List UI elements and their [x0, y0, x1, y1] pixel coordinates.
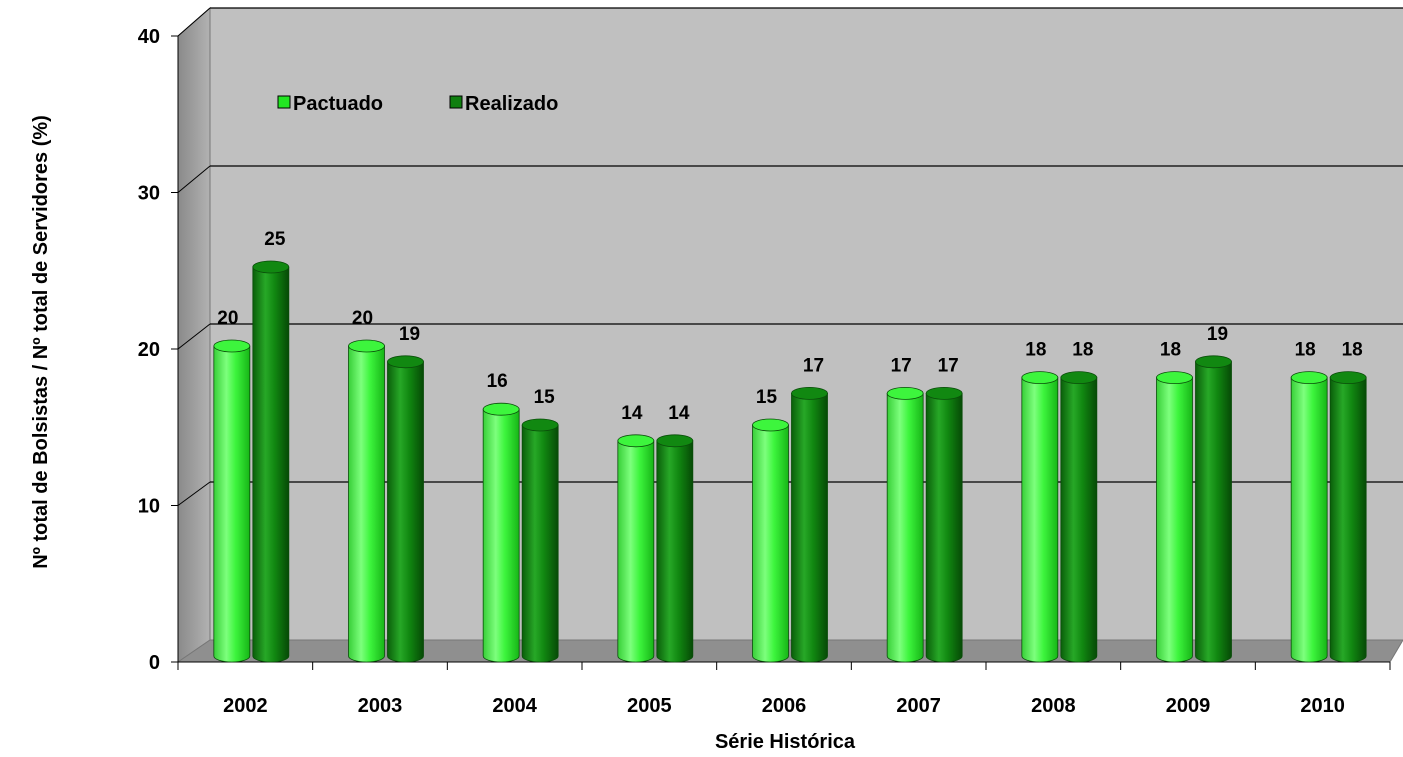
x-axis-title: Série Histórica	[715, 731, 856, 753]
data-label-realizado-2002: 25	[264, 229, 286, 250]
gridline-depth	[177, 7, 211, 37]
data-label-realizado-2003: 19	[399, 324, 420, 345]
x-tick-label: 2004	[492, 695, 537, 717]
x-tick-label: 2003	[358, 695, 403, 717]
data-label-pactuado-2008: 18	[1025, 340, 1046, 361]
bar-pactuado-2010	[1290, 371, 1328, 663]
data-label-realizado-2006: 17	[803, 355, 824, 376]
x-tick-label: 2002	[223, 695, 268, 717]
bar-realizado-2009	[1195, 355, 1232, 663]
x-tick-label: 2005	[627, 695, 672, 717]
bar-realizado-2010	[1329, 371, 1367, 663]
bar-pactuado-2006	[752, 418, 789, 663]
data-label-pactuado-2003: 20	[352, 308, 373, 329]
y-tick-label: 30	[138, 183, 160, 205]
x-tick-label: 2010	[1300, 695, 1345, 717]
data-label-pactuado-2007: 17	[891, 355, 912, 376]
data-label-pactuado-2005: 14	[621, 403, 643, 424]
bar-pactuado-2008	[1021, 371, 1059, 663]
legend-swatch-realizado	[449, 95, 463, 109]
x-tick-label: 2008	[1031, 695, 1076, 717]
bar-realizado-2004	[521, 418, 559, 663]
gridline-depth	[177, 481, 211, 506]
x-tick-label: 2006	[762, 695, 807, 717]
bar-pactuado-2007	[886, 386, 924, 663]
bar-realizado-2008	[1060, 371, 1098, 663]
bars	[213, 260, 1367, 663]
data-label-pactuado-2009: 18	[1160, 340, 1181, 361]
gridline-depth	[177, 323, 211, 350]
bar-realizado-2002	[252, 260, 290, 663]
gridline-depth	[177, 165, 211, 193]
legend-label-realizado: Realizado	[465, 93, 558, 115]
axes: 0 10 20 30 40 2002 2003 2004 2005 2006 2007 2008 200…	[138, 26, 1391, 717]
y-tick-label: 10	[138, 496, 160, 518]
data-label-pactuado-2002: 20	[217, 308, 238, 329]
legend-swatch-pactuado	[277, 95, 291, 109]
bar-pactuado-2002	[213, 339, 251, 663]
data-label-realizado-2010: 18	[1342, 340, 1363, 361]
data-labels: 20 25 20 19 16 15 14 14 15 17 17 17 18 18 18 19 18 18	[217, 229, 1362, 424]
bar-realizado-2003	[387, 355, 424, 663]
bar-pactuado-2005	[617, 434, 655, 663]
data-label-realizado-2005: 14	[668, 403, 690, 424]
data-label-pactuado-2006: 15	[756, 387, 778, 408]
data-label-realizado-2007: 17	[938, 355, 959, 376]
bar-pactuado-2003	[348, 339, 385, 663]
bar-realizado-2006	[791, 386, 828, 663]
chart-side-wall	[177, 6, 211, 663]
data-label-pactuado-2004: 16	[487, 371, 508, 392]
legend: Pactuado Realizado	[277, 93, 558, 115]
x-tick-label: 2007	[896, 695, 941, 717]
bar-pactuado-2009	[1156, 371, 1193, 663]
y-tick-label: 40	[138, 26, 160, 48]
y-tick-label: 0	[149, 652, 160, 674]
data-label-realizado-2009: 19	[1207, 324, 1228, 345]
y-axis-title: Nº total de Bolsistas / Nº total de Serv…	[30, 115, 52, 569]
bar-realizado-2005	[656, 434, 694, 663]
legend-label-pactuado: Pactuado	[293, 93, 383, 115]
data-label-realizado-2004: 15	[534, 387, 556, 408]
bar-realizado-2007	[925, 386, 963, 663]
bar-pactuado-2004	[482, 402, 520, 663]
data-label-realizado-2008: 18	[1072, 340, 1093, 361]
data-label-pactuado-2010: 18	[1295, 340, 1316, 361]
x-tick-label: 2009	[1166, 695, 1211, 717]
y-tick-label: 20	[138, 339, 160, 361]
